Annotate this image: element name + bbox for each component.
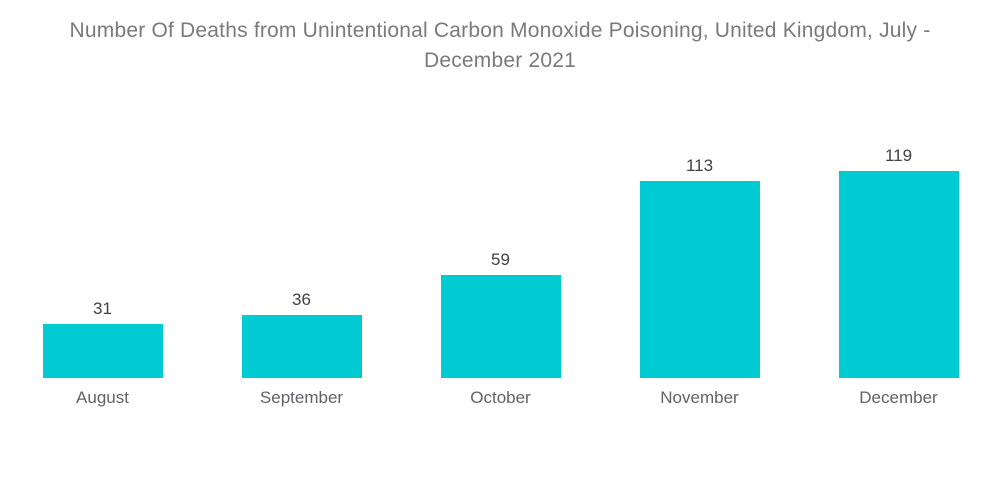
- chart-title-line1: Number Of Deaths from Unintentional Carb…: [69, 19, 931, 42]
- bar: [42, 324, 163, 378]
- bar-value-label: 59: [491, 250, 510, 269]
- bar-category-label: September: [259, 388, 344, 407]
- bar: [440, 275, 561, 378]
- bar: [241, 315, 362, 378]
- bar: [639, 181, 760, 378]
- bar-category-label: December: [859, 388, 938, 407]
- bar-value-label: 113: [685, 156, 714, 175]
- bar-category-label: August: [76, 388, 129, 407]
- bar-group: 31 August: [3, 126, 202, 406]
- bar-category-label: November: [660, 388, 739, 407]
- bar-group: 119 December: [799, 126, 998, 406]
- bar-group: 36 September: [202, 126, 401, 406]
- chart-title-line2: December 2021: [423, 49, 577, 72]
- bar-category-label: October: [470, 388, 531, 407]
- bar-value-label: 36: [292, 290, 311, 309]
- bar-chart: 31 August 36 September 59 October 113 November 1…: [3, 126, 998, 406]
- bar-group: 113 November: [600, 126, 799, 406]
- bar-value-label: 119: [884, 146, 913, 165]
- bar-value-label: 31: [93, 299, 112, 318]
- bar: [838, 171, 959, 378]
- bar-group: 59 October: [401, 126, 600, 406]
- chart-title: Number Of Deaths from Unintentional Carb…: [0, 0, 1000, 76]
